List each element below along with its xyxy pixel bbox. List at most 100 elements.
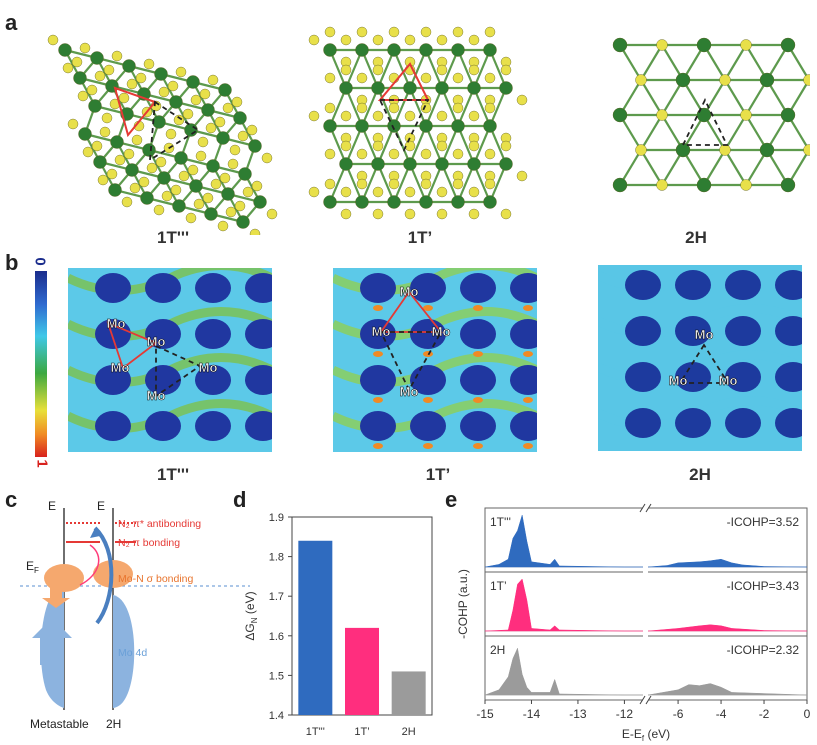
x-axis-label: E-Ef (eV) — [622, 727, 670, 743]
sulfur-atom — [146, 162, 158, 174]
bond — [424, 87, 444, 127]
sulfur-atom — [111, 50, 123, 62]
sulfur-atom — [516, 94, 528, 106]
y-axis-label: -COHP (a.u.) — [456, 569, 470, 639]
elf-blob — [510, 411, 537, 441]
molybdenum-atom — [339, 157, 353, 171]
sulfur-atom — [165, 128, 177, 140]
sulfur-atom — [740, 179, 752, 191]
sulfur-atom — [234, 200, 246, 212]
sulfur-atom — [436, 186, 448, 198]
molybdenum-atom — [371, 157, 385, 171]
molybdenum-atom — [339, 81, 353, 95]
molybdenum-atom — [93, 155, 107, 169]
elf-blob — [460, 365, 496, 395]
bond — [640, 44, 663, 81]
molybdenum-atom — [355, 43, 369, 57]
bond — [328, 163, 348, 203]
bond — [360, 163, 380, 203]
series-label: 1T’ — [490, 579, 507, 593]
sulfur-atom — [388, 26, 400, 38]
pi-label: N₂ π bonding — [118, 537, 180, 549]
axis-break-gap — [643, 505, 648, 703]
molybdenum-atom — [152, 115, 166, 129]
bond — [640, 114, 663, 151]
sulfur-atom — [372, 64, 384, 76]
x-tick-label: 1T''' — [306, 726, 325, 738]
elf-map-1t3: Mo Mo Mo Mo Mo — [68, 268, 272, 452]
bond — [392, 87, 412, 127]
bond — [456, 49, 476, 89]
elf-blob — [145, 365, 181, 395]
elf-map-1tp: Mo Mo Mo Mo — [333, 268, 537, 452]
bond — [440, 87, 460, 127]
molybdenum-atom — [110, 135, 124, 149]
bond — [360, 49, 380, 89]
elf-hotspot — [423, 397, 433, 403]
bond — [408, 87, 428, 127]
sulfur-atom — [82, 146, 94, 158]
elf-blob — [625, 316, 661, 346]
molybdenum-atom — [122, 59, 136, 73]
sulfur-atom — [803, 74, 810, 86]
sulfur-atom — [121, 196, 133, 208]
molybdenum-atom — [186, 75, 200, 89]
icohp-annotation: -ICOHP=2.32 — [727, 643, 800, 657]
sulfur-atom — [251, 180, 263, 192]
sulfur-atom — [356, 178, 368, 190]
y-tick-label: 1.7 — [269, 591, 284, 603]
sulfur-atom — [67, 118, 79, 130]
sulfur-atom — [94, 70, 106, 82]
sulfur-atom — [340, 64, 352, 76]
sulfur-atom — [101, 112, 113, 124]
sulfur-atom — [372, 140, 384, 152]
sulfur-atom — [175, 66, 187, 78]
elf-blob — [625, 362, 661, 392]
molybdenum-atom — [499, 81, 513, 95]
sulfur-atom — [62, 62, 74, 74]
sulfur-atom — [516, 170, 528, 182]
bond — [344, 49, 364, 89]
sulfur-atom — [249, 228, 261, 235]
y-tick-label: 1.6 — [269, 631, 284, 643]
elf-blob — [95, 273, 131, 303]
sulfur-atom — [452, 72, 464, 84]
sulfur-atom — [158, 86, 170, 98]
sulfur-atom — [372, 110, 384, 122]
molybdenum-atom — [323, 43, 337, 57]
molybdenum-atom — [218, 83, 232, 97]
elf-blob — [195, 319, 231, 349]
sulfur-atom — [388, 148, 400, 160]
sulfur-atom — [404, 140, 416, 152]
elf-blob — [245, 319, 272, 349]
elf-black-triangle — [155, 344, 202, 398]
elf-red-triangle — [106, 321, 158, 370]
elf-blob — [195, 411, 231, 441]
molybdenum-atom — [125, 163, 139, 177]
bond — [424, 125, 444, 165]
sulfur-atom — [167, 80, 179, 92]
sulfur-atom — [225, 206, 237, 218]
sulfur-atom — [468, 186, 480, 198]
elf-blob — [360, 319, 396, 349]
sulfur-atom — [356, 72, 368, 84]
sulfur-atom — [452, 148, 464, 160]
icohp-annotation: -ICOHP=3.43 — [727, 579, 800, 593]
molybdenum-atom — [780, 177, 796, 193]
panel-a-label-1tp: 1T’ — [407, 228, 433, 247]
break-mark — [639, 695, 646, 705]
molybdenum-atom — [483, 119, 497, 133]
panel-b-letter: b — [5, 250, 19, 275]
bond — [376, 125, 396, 165]
molybdenum-atom — [253, 195, 267, 209]
sulfur-atom — [97, 174, 109, 186]
elf-map-2h: Mo Mo Mo — [598, 265, 802, 451]
sulfur-atom — [197, 136, 209, 148]
elf-blob — [460, 411, 496, 441]
molybdenum-atom — [204, 207, 218, 221]
colorbar — [35, 271, 47, 457]
molybdenum-atom — [201, 103, 215, 117]
sulfur-atom — [484, 148, 496, 160]
bar-2 — [391, 671, 426, 715]
elf-hotspot — [473, 305, 483, 311]
